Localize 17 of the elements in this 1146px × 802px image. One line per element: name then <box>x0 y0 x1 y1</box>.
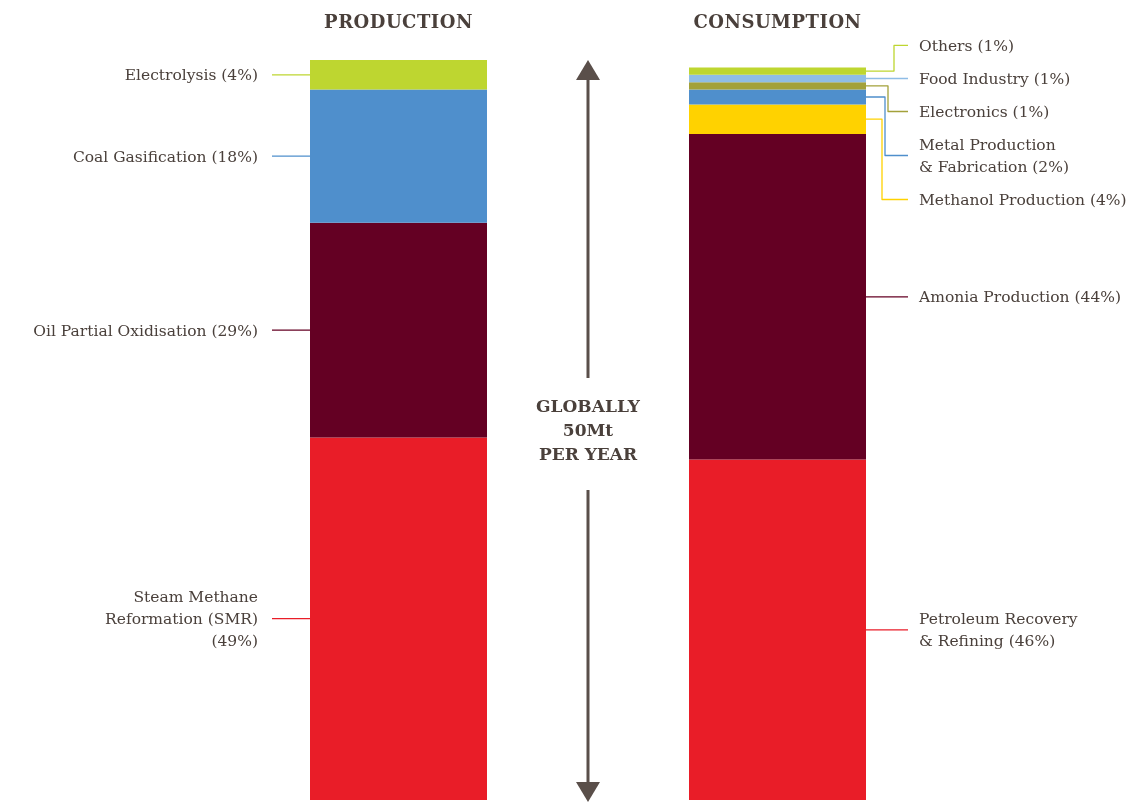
text: Petroleum Recovery & Refining (46%) <box>919 610 1078 651</box>
data-label: (49%) <box>211 632 258 651</box>
text: Food Industry (1%) <box>919 70 1071 88</box>
x-tick-label: CONSUMPTION <box>693 11 862 32</box>
text: Amonia Production (44%) <box>919 288 1122 307</box>
text: Coal Gasification (18%) <box>72 147 258 166</box>
annotation: PER YEAR <box>538 444 638 464</box>
annotation: 50Mt <box>562 420 614 440</box>
text: Others (1%) <box>919 36 1015 55</box>
text: Electronics (1%) <box>919 103 1050 121</box>
text: Steam Methane Reformation (SMR) <box>105 588 258 629</box>
text: Oil Partial Oxidisation (29%) <box>33 321 258 340</box>
annotation: GLOBALLY <box>536 396 641 416</box>
x-tick-label: PRODUCTION <box>324 11 473 32</box>
text: Electrolysis (4%) <box>124 66 258 85</box>
text: Methanol Production (4%) <box>919 191 1127 209</box>
text: Metal Production & Fabrication (2%) <box>919 136 1069 176</box>
